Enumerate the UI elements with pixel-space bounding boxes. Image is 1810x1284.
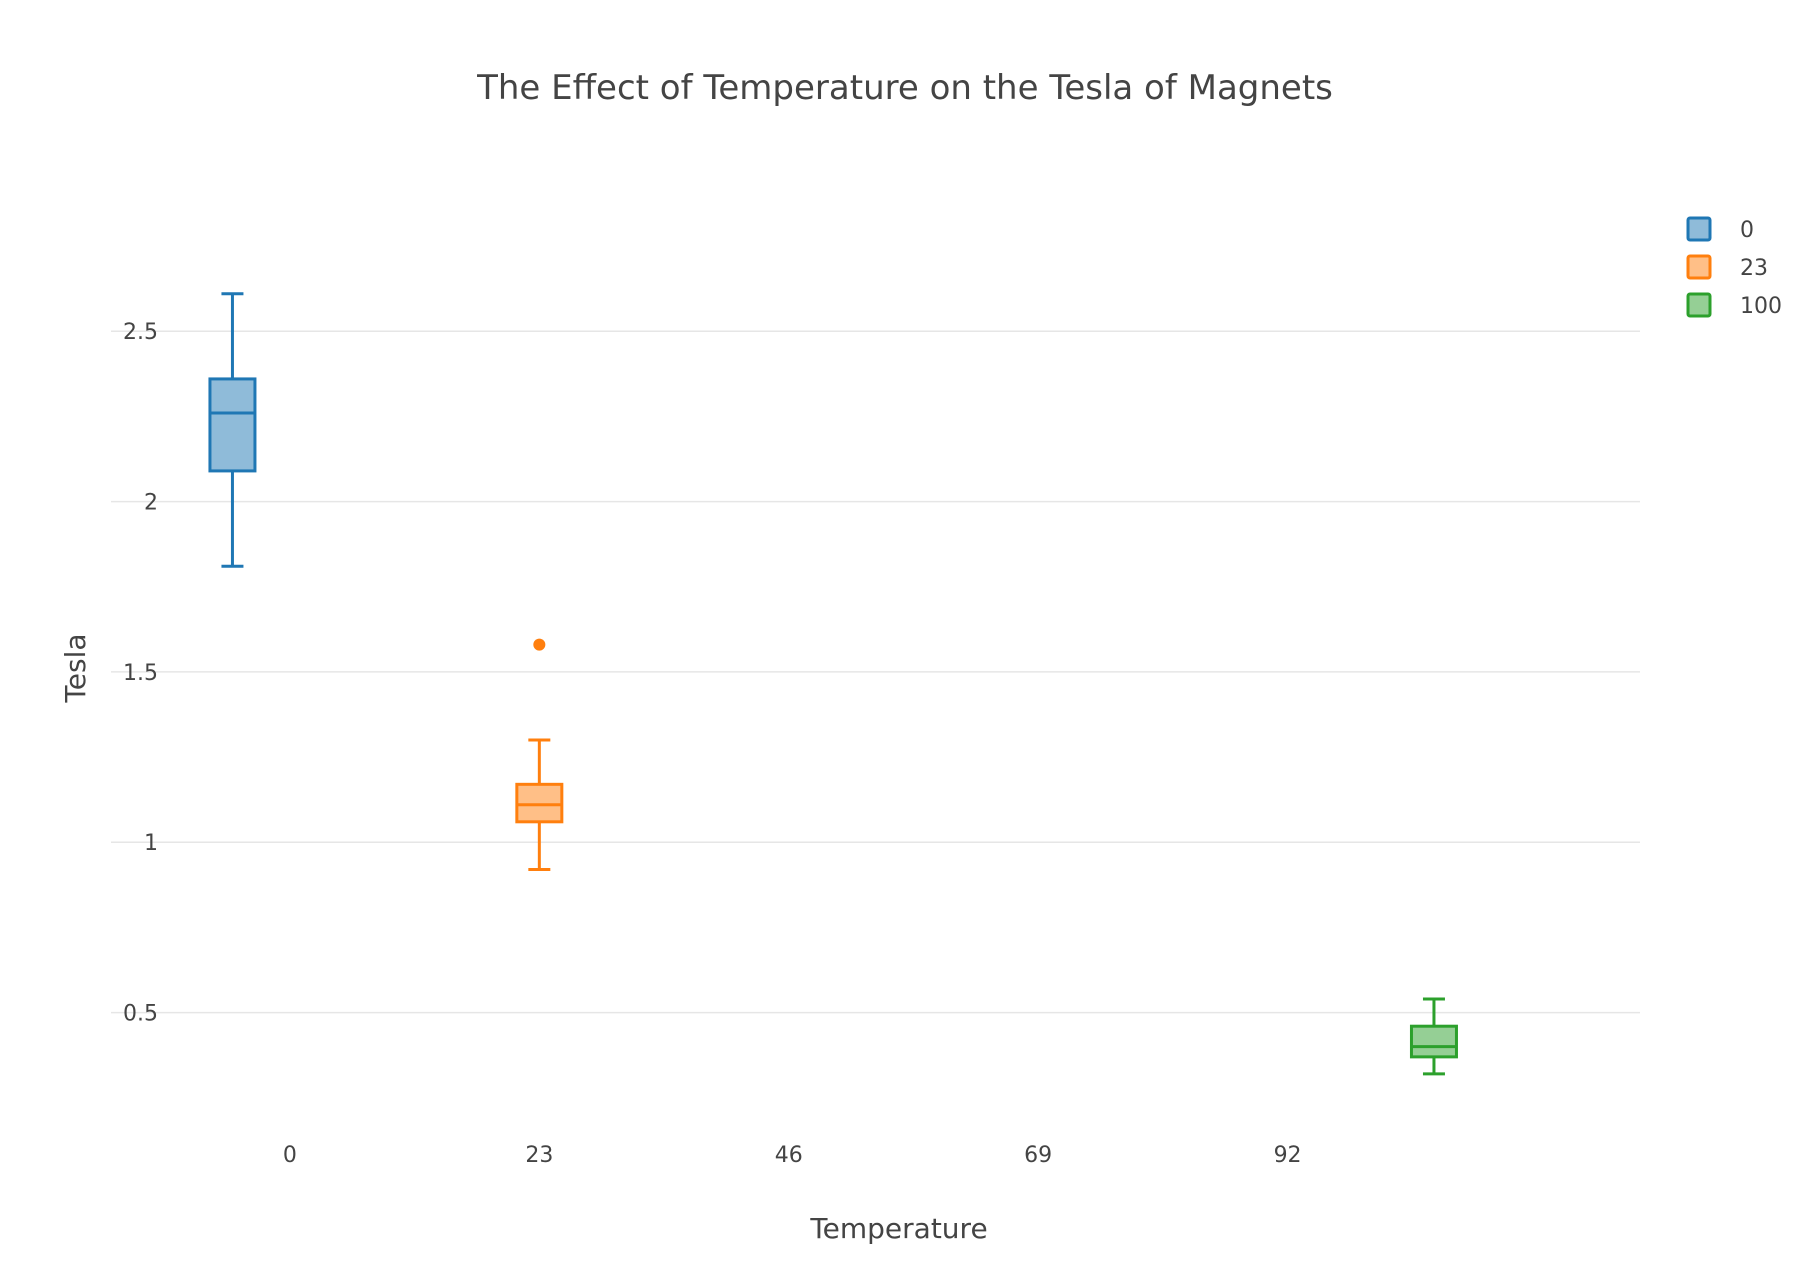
- legend-item-0[interactable]: 0: [1686, 216, 1754, 243]
- outlier-point: [533, 638, 546, 651]
- legend-label: 23: [1740, 256, 1768, 281]
- gridlines: [111, 330, 1640, 1014]
- legend-swatch: [1686, 254, 1712, 280]
- box-iqr: [515, 782, 564, 824]
- legend-item-23[interactable]: 23: [1686, 254, 1768, 281]
- tick-labels: 0.5 1 1.5 2 2.5 0 23 46 69 92: [123, 320, 1302, 1168]
- y-tick-label: 1.5: [123, 661, 158, 686]
- x-tick-label: 0: [283, 1143, 297, 1168]
- chart-title: The Effect of Temperature on the Tesla o…: [476, 68, 1333, 108]
- y-tick-label: 1: [144, 831, 158, 856]
- box-iqr: [1409, 1024, 1458, 1059]
- x-tick-label: 69: [1024, 1143, 1052, 1168]
- box-series-100: [1409, 997, 1458, 1076]
- y-tick-label: 2.5: [123, 320, 158, 345]
- legend-label: 0: [1740, 218, 1754, 243]
- legend-swatch: [1686, 292, 1712, 318]
- y-axis-title: Tesla: [59, 633, 92, 703]
- x-tick-label: 23: [525, 1143, 553, 1168]
- box-iqr: [208, 377, 257, 473]
- legend-item-100[interactable]: 100: [1686, 292, 1782, 319]
- x-axis-title: Temperature: [809, 1212, 987, 1245]
- legend-swatch: [1686, 216, 1712, 242]
- y-tick-label: 0.5: [123, 1002, 158, 1027]
- legend-label: 100: [1740, 294, 1782, 319]
- box-series: [208, 292, 1458, 1076]
- legend: 0 23 100: [1686, 216, 1782, 319]
- x-tick-label: 46: [775, 1143, 803, 1168]
- x-tick-label: 92: [1274, 1143, 1302, 1168]
- box-series-0: [208, 292, 257, 568]
- box-series-23: [515, 638, 564, 871]
- y-tick-label: 2: [144, 491, 158, 516]
